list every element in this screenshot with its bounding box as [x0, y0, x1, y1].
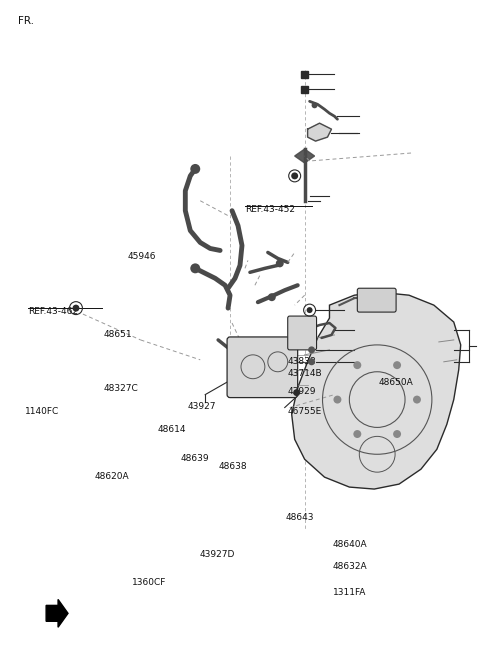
- FancyBboxPatch shape: [288, 316, 316, 350]
- Circle shape: [72, 304, 79, 312]
- Circle shape: [353, 361, 361, 369]
- Text: 43927D: 43927D: [199, 550, 235, 560]
- Circle shape: [393, 361, 401, 369]
- FancyBboxPatch shape: [227, 337, 298, 398]
- Polygon shape: [292, 292, 461, 489]
- Text: 43714B: 43714B: [288, 369, 323, 378]
- Circle shape: [308, 346, 315, 354]
- Text: 1360CF: 1360CF: [132, 578, 166, 587]
- Text: 48643: 48643: [285, 512, 314, 522]
- Bar: [301, 71, 308, 78]
- Circle shape: [307, 307, 312, 313]
- Circle shape: [190, 164, 200, 174]
- Polygon shape: [295, 149, 314, 163]
- Text: 43838: 43838: [288, 358, 316, 367]
- Circle shape: [393, 430, 401, 438]
- Text: 48632A: 48632A: [333, 562, 368, 571]
- Text: 48650A: 48650A: [378, 378, 413, 386]
- Circle shape: [312, 102, 318, 108]
- Text: 1140FC: 1140FC: [25, 407, 60, 416]
- Text: 43929: 43929: [288, 388, 316, 396]
- Text: 48327C: 48327C: [104, 384, 139, 393]
- Text: 48614: 48614: [158, 424, 186, 434]
- Circle shape: [293, 389, 300, 396]
- Polygon shape: [46, 600, 68, 627]
- Text: 43927: 43927: [188, 401, 216, 411]
- Circle shape: [413, 396, 421, 403]
- Text: 46755E: 46755E: [288, 407, 322, 416]
- Circle shape: [268, 293, 276, 301]
- FancyBboxPatch shape: [357, 288, 396, 312]
- Text: 48640A: 48640A: [333, 540, 368, 549]
- Text: FR.: FR.: [18, 16, 34, 26]
- Text: REF.43-462: REF.43-462: [28, 307, 78, 316]
- Text: 48638: 48638: [218, 462, 247, 471]
- Circle shape: [334, 396, 341, 403]
- Polygon shape: [308, 123, 332, 141]
- Text: 45946: 45946: [128, 252, 156, 260]
- Circle shape: [291, 173, 298, 179]
- Text: 48620A: 48620A: [95, 472, 129, 482]
- Circle shape: [190, 263, 200, 274]
- Circle shape: [308, 358, 315, 365]
- Circle shape: [276, 259, 284, 268]
- Circle shape: [353, 430, 361, 438]
- Text: 1311FA: 1311FA: [333, 588, 366, 598]
- Text: 48639: 48639: [180, 454, 209, 463]
- Text: 48651: 48651: [104, 330, 132, 339]
- Bar: [301, 86, 308, 93]
- Text: REF.43-452: REF.43-452: [245, 205, 295, 214]
